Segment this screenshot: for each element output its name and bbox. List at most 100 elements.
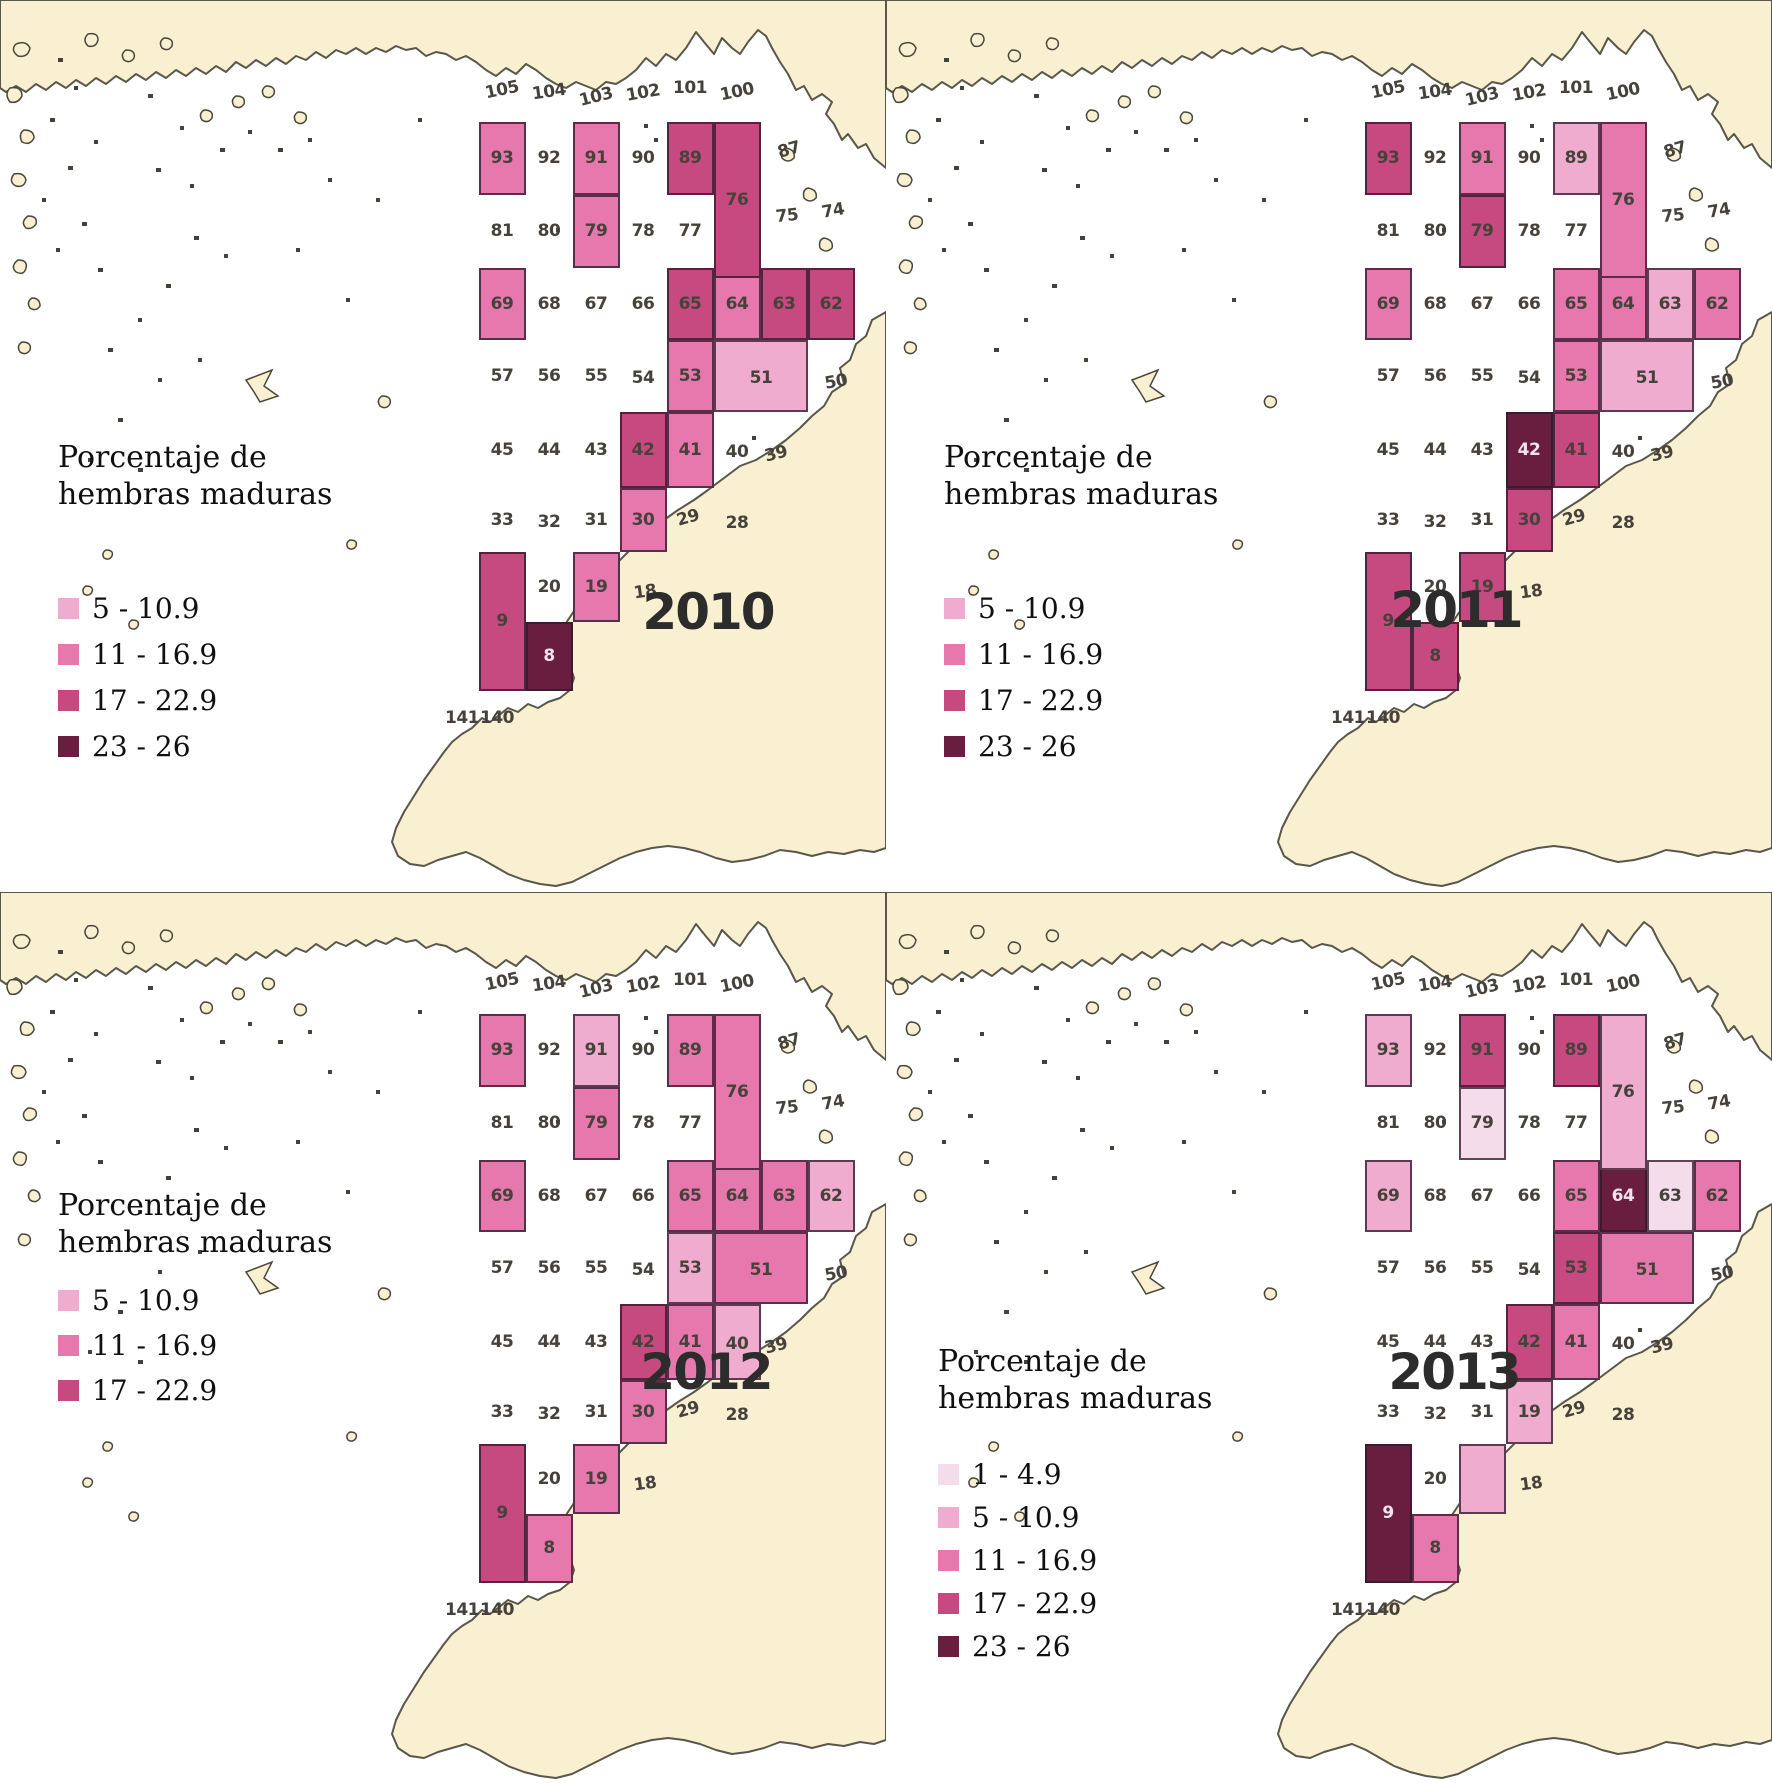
zone-label-64: 64 <box>725 1186 749 1206</box>
zone-label-141: 141 <box>1331 1600 1366 1620</box>
legend-title-line2: hembras maduras <box>58 476 333 512</box>
zone-label-90: 90 <box>631 148 655 168</box>
zone-labels-layer: 105 104 103 102 101 100 93 92 91 90 89 87 76 81 80 79 78… <box>0 892 886 1783</box>
legend-swatch-c1 <box>938 1464 959 1485</box>
zone-label-43: 43 <box>584 440 608 460</box>
zone-label-81: 81 <box>490 1113 514 1133</box>
legend-item-c4: 17 - 22.9 <box>58 1374 217 1407</box>
zone-cell-64 <box>1600 268 1647 340</box>
zone-label-57: 57 <box>1376 1258 1400 1278</box>
zone-label-39: 39 <box>1648 1333 1676 1359</box>
zone-label-42: 42 <box>631 1332 655 1352</box>
zone-labels-layer: 105 104 103 102 101 100 93 92 91 90 89 87 76 81 80 79 78… <box>0 0 886 891</box>
zone-label-77: 77 <box>1564 221 1588 241</box>
zone-label-31: 31 <box>1470 510 1494 530</box>
zone-label-76: 76 <box>1611 1082 1635 1102</box>
zone-label-40: 40 <box>1611 442 1635 462</box>
zone-label-101: 101 <box>673 970 708 990</box>
legend-title-line2: hembras maduras <box>938 1380 1213 1416</box>
zone-label-51: 51 <box>1635 368 1659 388</box>
zone-cell-42 <box>620 1304 667 1380</box>
colored-cells-layer <box>0 0 886 891</box>
zone-label-40: 40 <box>725 442 749 462</box>
zone-label-19: 19 <box>584 1469 608 1489</box>
legend-title-line2: hembras maduras <box>58 1224 333 1260</box>
zone-cell-93 <box>1365 1014 1412 1087</box>
zone-cell-53 <box>667 340 714 412</box>
zone-label-78: 78 <box>1517 221 1541 241</box>
zone-label-18: 18 <box>1518 1472 1544 1496</box>
zone-label-69: 69 <box>1376 1186 1400 1206</box>
zone-label-56: 56 <box>537 366 561 386</box>
zone-label-29: 29 <box>674 1397 702 1423</box>
zone-label-76: 76 <box>1611 190 1635 210</box>
zone-label-62: 62 <box>819 1186 843 1206</box>
zone-cell-79 <box>1459 1087 1506 1160</box>
panel-2010: 105 104 103 102 101 100 93 92 91 90 89 87 76 81 80 79 78… <box>0 0 886 891</box>
zone-label-75: 75 <box>774 1096 800 1120</box>
zone-cell-63 <box>1647 1160 1694 1232</box>
zone-label-65: 65 <box>678 1186 702 1206</box>
zone-label-42: 42 <box>1517 440 1541 460</box>
zone-label-20: 20 <box>537 577 561 597</box>
zone-label-81: 81 <box>1376 1113 1400 1133</box>
zone-label-31: 31 <box>584 1402 608 1422</box>
north-coast-land <box>886 0 1772 169</box>
zone-label-74: 74 <box>820 1091 846 1115</box>
zone-cell-19 <box>1459 552 1506 622</box>
zone-label-57: 57 <box>490 1258 514 1278</box>
zone-cell-41 <box>1553 1304 1600 1380</box>
zone-label-64: 64 <box>725 294 749 314</box>
zone-label-42: 42 <box>1517 1332 1541 1352</box>
legend-items: 5 - 10.9 11 - 16.9 17 - 22.9 23 - 26 <box>944 592 1103 763</box>
zone-cell-51 <box>1600 1232 1694 1304</box>
zone-label-102: 102 <box>1510 80 1548 106</box>
zone-label-63: 63 <box>1658 294 1682 314</box>
year-label: 2012 <box>640 1343 773 1401</box>
zone-label-32: 32 <box>537 512 561 532</box>
zone-cell-9 <box>1365 1444 1412 1583</box>
south-land <box>391 311 886 887</box>
zone-cell-69 <box>479 268 526 340</box>
zone-label-92: 92 <box>1423 1040 1447 1060</box>
legend-item-c5: 23 - 26 <box>58 730 217 763</box>
islands <box>892 924 1736 1522</box>
zone-cell-42 <box>620 412 667 488</box>
zone-cell-65 <box>1553 268 1600 340</box>
zone-label-54: 54 <box>631 1260 655 1280</box>
zone-label-40: 40 <box>1611 1334 1635 1354</box>
zone-label-77: 77 <box>1564 1113 1588 1133</box>
legend-item-c4: 17 - 22.9 <box>938 1587 1097 1620</box>
zone-label-78: 78 <box>631 221 655 241</box>
zone-label-78: 78 <box>631 1113 655 1133</box>
legend-range-label: 5 - 10.9 <box>978 592 1086 625</box>
zone-label-100: 100 <box>718 78 756 106</box>
zone-label-28: 28 <box>725 1405 749 1425</box>
zone-label-141: 141 <box>445 1600 480 1620</box>
zone-cell-42 <box>1506 412 1553 488</box>
zone-label-89: 89 <box>1564 1040 1588 1060</box>
zone-label-75: 75 <box>1660 204 1686 228</box>
north-coast-land <box>0 892 886 1061</box>
zone-cell-62 <box>1694 1160 1741 1232</box>
legend-swatch-c5 <box>938 1636 959 1657</box>
zone-label-44: 44 <box>537 440 561 460</box>
zone-label-43: 43 <box>1470 1332 1494 1352</box>
zone-label-28: 28 <box>1611 1405 1635 1425</box>
zone-label-74: 74 <box>820 199 846 223</box>
zone-label-140: 140 <box>480 708 515 728</box>
zone-label-75: 75 <box>1660 1096 1686 1120</box>
legend-item-c1: 1 - 4.9 <box>938 1458 1097 1491</box>
zone-cell-63 <box>761 268 808 340</box>
legend-item-c3: 11 - 16.9 <box>938 1544 1097 1577</box>
zone-cell-79 <box>573 195 620 268</box>
zone-label-33: 33 <box>1376 510 1400 530</box>
zone-label-76: 76 <box>725 1082 749 1102</box>
zone-label-105: 105 <box>483 76 521 104</box>
legend-swatch-c5 <box>944 736 965 757</box>
zone-cell-91 <box>573 1014 620 1087</box>
zone-cell-30 <box>1506 488 1553 552</box>
legend-item-c5: 23 - 26 <box>938 1630 1097 1663</box>
legend-title-line1: Porcentaje de <box>58 440 267 475</box>
zone-cell-9 <box>479 552 526 691</box>
